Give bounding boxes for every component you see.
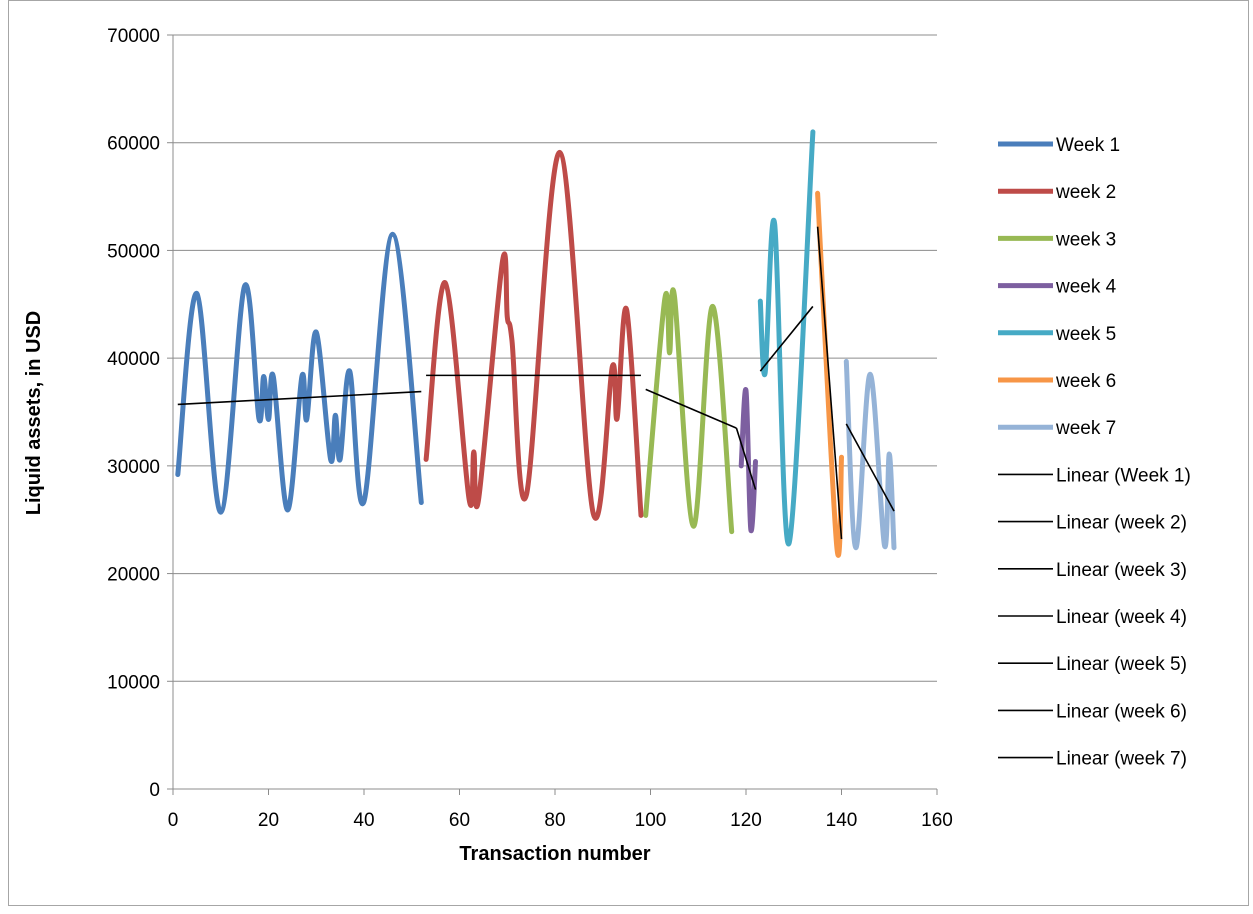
legend: Week 1 week 2 week 3 week 4 week 5 week 6 week… xyxy=(998,135,1191,770)
trendline-layer xyxy=(177,226,895,540)
series-line-1 xyxy=(175,231,424,515)
x-tick-label: 140 xyxy=(826,810,858,831)
legend-entry: week 5 xyxy=(998,324,1116,345)
x-tick-label: 120 xyxy=(730,810,762,831)
legend-entry: week 4 xyxy=(998,277,1117,298)
series-line-5 xyxy=(757,129,816,546)
legend-label: Linear (week 4) xyxy=(1056,607,1187,628)
trendline-4 xyxy=(735,427,757,490)
legend-entry: week 3 xyxy=(998,229,1116,250)
legend-label: week 5 xyxy=(1055,324,1116,345)
legend-entry: week 6 xyxy=(998,371,1116,392)
x-tick-label: 100 xyxy=(635,810,667,831)
legend-entry: Linear (week 3) xyxy=(998,560,1187,581)
series-layer xyxy=(175,129,897,558)
trendline-3 xyxy=(645,388,737,429)
legend-label: Week 1 xyxy=(1056,135,1120,156)
tick-labels: 0 10000 20000 30000 40000 50000 60000 70000 0 20 4… xyxy=(107,26,953,831)
legend-label: Linear (week 5) xyxy=(1056,654,1187,675)
axes xyxy=(167,34,938,795)
trendline-5 xyxy=(759,305,814,372)
series-line-2 xyxy=(423,149,644,521)
legend-entry: week 2 xyxy=(998,182,1116,203)
trendline-6 xyxy=(816,226,843,540)
x-tick-label: 80 xyxy=(544,810,565,831)
legend-label: Linear (week 7) xyxy=(1056,749,1187,770)
legend-entry: Linear (week 2) xyxy=(998,513,1187,534)
series-line-4 xyxy=(738,387,758,534)
y-tick-label: 50000 xyxy=(107,241,160,262)
x-tick-label: 20 xyxy=(258,810,279,831)
y-tick-label: 60000 xyxy=(107,134,160,155)
legend-label: week 2 xyxy=(1055,182,1116,203)
y-tick-label: 70000 xyxy=(107,26,160,47)
y-tick-label: 20000 xyxy=(107,565,160,586)
legend-label: week 7 xyxy=(1055,418,1116,439)
gridlines xyxy=(173,34,937,682)
legend-label: week 6 xyxy=(1055,371,1116,392)
y-tick-label: 30000 xyxy=(107,457,160,478)
legend-entry: Linear (Week 1) xyxy=(998,465,1191,486)
x-tick-label: 0 xyxy=(168,810,179,831)
y-tick-label: 10000 xyxy=(107,672,160,693)
x-tick-label: 40 xyxy=(353,810,374,831)
series-line-3 xyxy=(643,287,735,535)
y-axis-title: Liquid assets, in USD xyxy=(23,311,45,515)
x-tick-label: 160 xyxy=(921,810,953,831)
legend-label: Linear (Week 1) xyxy=(1056,465,1191,486)
y-tick-label: 40000 xyxy=(107,349,160,370)
chart-area-border xyxy=(8,0,1249,906)
x-tick-label: 60 xyxy=(449,810,470,831)
legend-entry: Week 1 xyxy=(998,135,1120,156)
legend-label: Linear (week 3) xyxy=(1056,560,1187,581)
legend-entry: Linear (week 7) xyxy=(998,749,1187,770)
trendline-1 xyxy=(177,390,422,406)
legend-entry: Linear (week 6) xyxy=(998,701,1187,722)
legend-label: Linear (week 6) xyxy=(1056,701,1187,722)
y-tick-label: 0 xyxy=(149,780,160,801)
x-axis-title: Transaction number xyxy=(459,843,650,865)
trendline-7 xyxy=(845,423,895,512)
legend-entry: Linear (week 4) xyxy=(998,607,1187,628)
legend-label: week 3 xyxy=(1055,229,1116,250)
legend-entry: week 7 xyxy=(998,418,1116,439)
series-line-7 xyxy=(843,358,897,551)
legend-label: Linear (week 2) xyxy=(1056,513,1187,534)
legend-entry: Linear (week 5) xyxy=(998,654,1187,675)
legend-label: week 4 xyxy=(1055,277,1117,298)
